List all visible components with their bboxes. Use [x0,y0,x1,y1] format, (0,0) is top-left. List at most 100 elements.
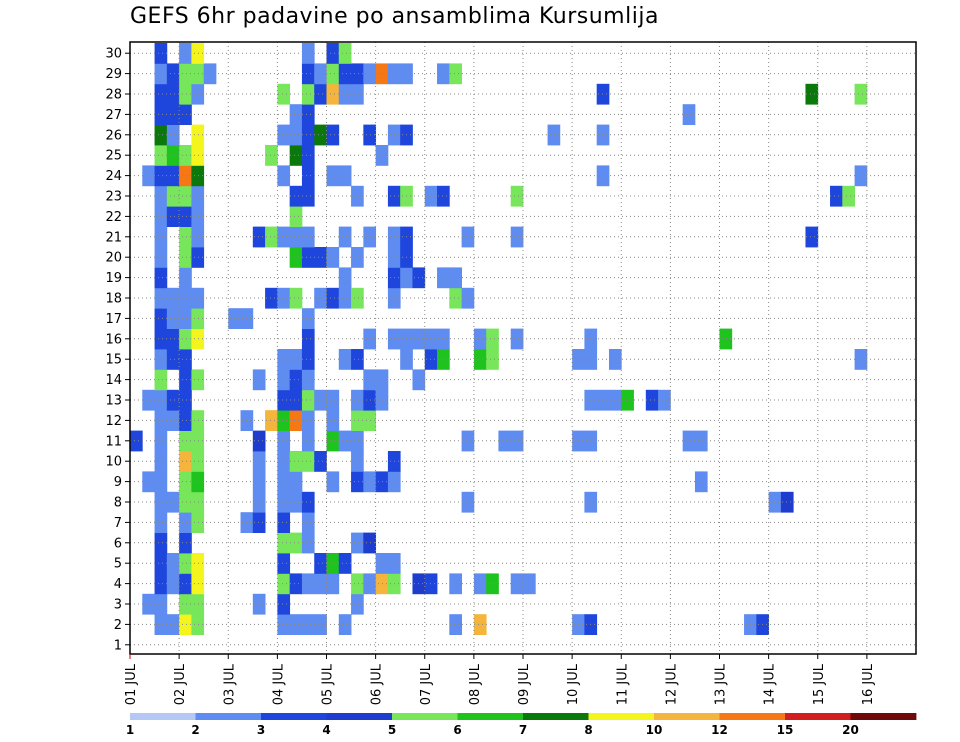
heatmap-cell [363,389,377,411]
heatmap-cell [473,349,487,370]
heatmap-cell [154,451,168,472]
heatmap-cell [166,185,180,207]
heatmap-cell [154,512,168,533]
x-tick-label: 04 JUL [271,663,286,705]
heatmap-cell [142,593,155,615]
heatmap-cell [179,532,192,554]
heatmap-cell [179,206,192,227]
heatmap-cell [608,389,622,411]
heatmap-cell [277,451,291,472]
heatmap-cell [191,308,205,329]
heatmap-cell [363,471,377,493]
y-tick-label: 17 [105,312,122,327]
heatmap-cell [449,267,462,289]
heatmap-cell [301,43,315,64]
heatmap-cell [326,247,340,268]
legend-swatch [457,713,524,720]
heatmap-cell [498,430,512,452]
heatmap-cell [326,410,340,431]
heatmap-cell [130,430,143,452]
heatmap-cell [277,83,291,105]
heatmap-cell [277,532,291,554]
heatmap-cell [142,165,155,187]
legend-label: 6 [453,723,461,737]
heatmap-cell [277,287,291,309]
x-tick-label: 16 JUL [861,663,876,705]
heatmap-cell [351,410,364,431]
y-tick-label: 30 [105,47,122,62]
heatmap-cell [326,63,340,85]
heatmap-cell [191,491,205,513]
heatmap-cell [596,124,610,146]
x-tick-label: 02 JUL [173,663,188,705]
y-tick-label: 7 [114,516,122,531]
heatmap-cell [326,165,340,187]
heatmap-cell [461,430,475,452]
heatmap-cell [351,287,364,309]
y-tick-label: 14 [105,373,122,388]
heatmap-cell [179,267,192,289]
heatmap-cell [154,308,168,329]
heatmap-cell [473,573,487,595]
x-tick-label: 03 JUL [222,663,237,705]
heatmap-cell [621,389,634,411]
y-tick-label: 24 [105,169,122,184]
heatmap-cell [277,124,291,146]
x-tick-label: 11 JUL [615,663,630,705]
heatmap-cell [166,410,180,431]
heatmap-cell [301,512,315,533]
heatmap-cell [547,124,561,146]
heatmap-cell [326,83,340,105]
heatmap-cell [608,349,622,370]
heatmap-cell [154,63,168,85]
heatmap-cell [154,471,168,493]
heatmap-cell [277,349,291,370]
y-axis: 1234567891011121314151617181920212223242… [105,47,130,653]
heatmap-cell [277,553,291,574]
heatmap-cell [301,430,315,452]
heatmap-cell [694,430,708,452]
heatmap-cell [191,83,205,105]
heatmap-cell [179,553,192,574]
heatmap-cell [854,349,868,370]
legend-swatch [588,713,655,720]
heatmap-cell [166,553,180,574]
heatmap-cell [154,573,168,595]
heatmap-cell [437,267,450,289]
heatmap-cell [179,471,192,493]
heatmap-cell [191,247,205,268]
heatmap-cell [191,287,205,309]
heatmap-cell [252,471,266,493]
heatmap-cell [510,573,524,595]
heatmap-cell [191,512,205,533]
legend-swatch [392,713,458,720]
heatmap-cell [289,614,303,635]
grid-lines [130,42,916,654]
heatmap-cell [461,287,475,309]
heatmap-cell [338,226,352,248]
legend-label: 7 [519,723,527,737]
heatmap-cell [437,349,450,370]
y-tick-label: 6 [114,536,122,551]
heatmap-cell [265,226,278,248]
heatmap-cell [179,308,192,329]
heatmap-cell [179,145,192,166]
heatmap-cell [154,267,168,289]
y-tick-label: 29 [105,67,122,82]
y-tick-label: 12 [105,414,122,429]
heatmap-cell [166,83,180,105]
x-tick-label: 15 JUL [812,663,827,705]
heatmap-cell [694,471,708,493]
heatmap-cell [191,573,205,595]
heatmap-cell [301,573,315,595]
heatmap-cell [289,532,303,554]
heatmap-cell [166,206,180,227]
legend-swatch [523,713,589,720]
heatmap-cell [179,328,192,350]
heatmap-cell [301,451,315,472]
heatmap-cell [338,553,352,574]
heatmap-cell [363,124,377,146]
heatmap-cell [289,410,303,431]
heatmap-cell [277,369,291,391]
heatmap-cell [510,430,524,452]
